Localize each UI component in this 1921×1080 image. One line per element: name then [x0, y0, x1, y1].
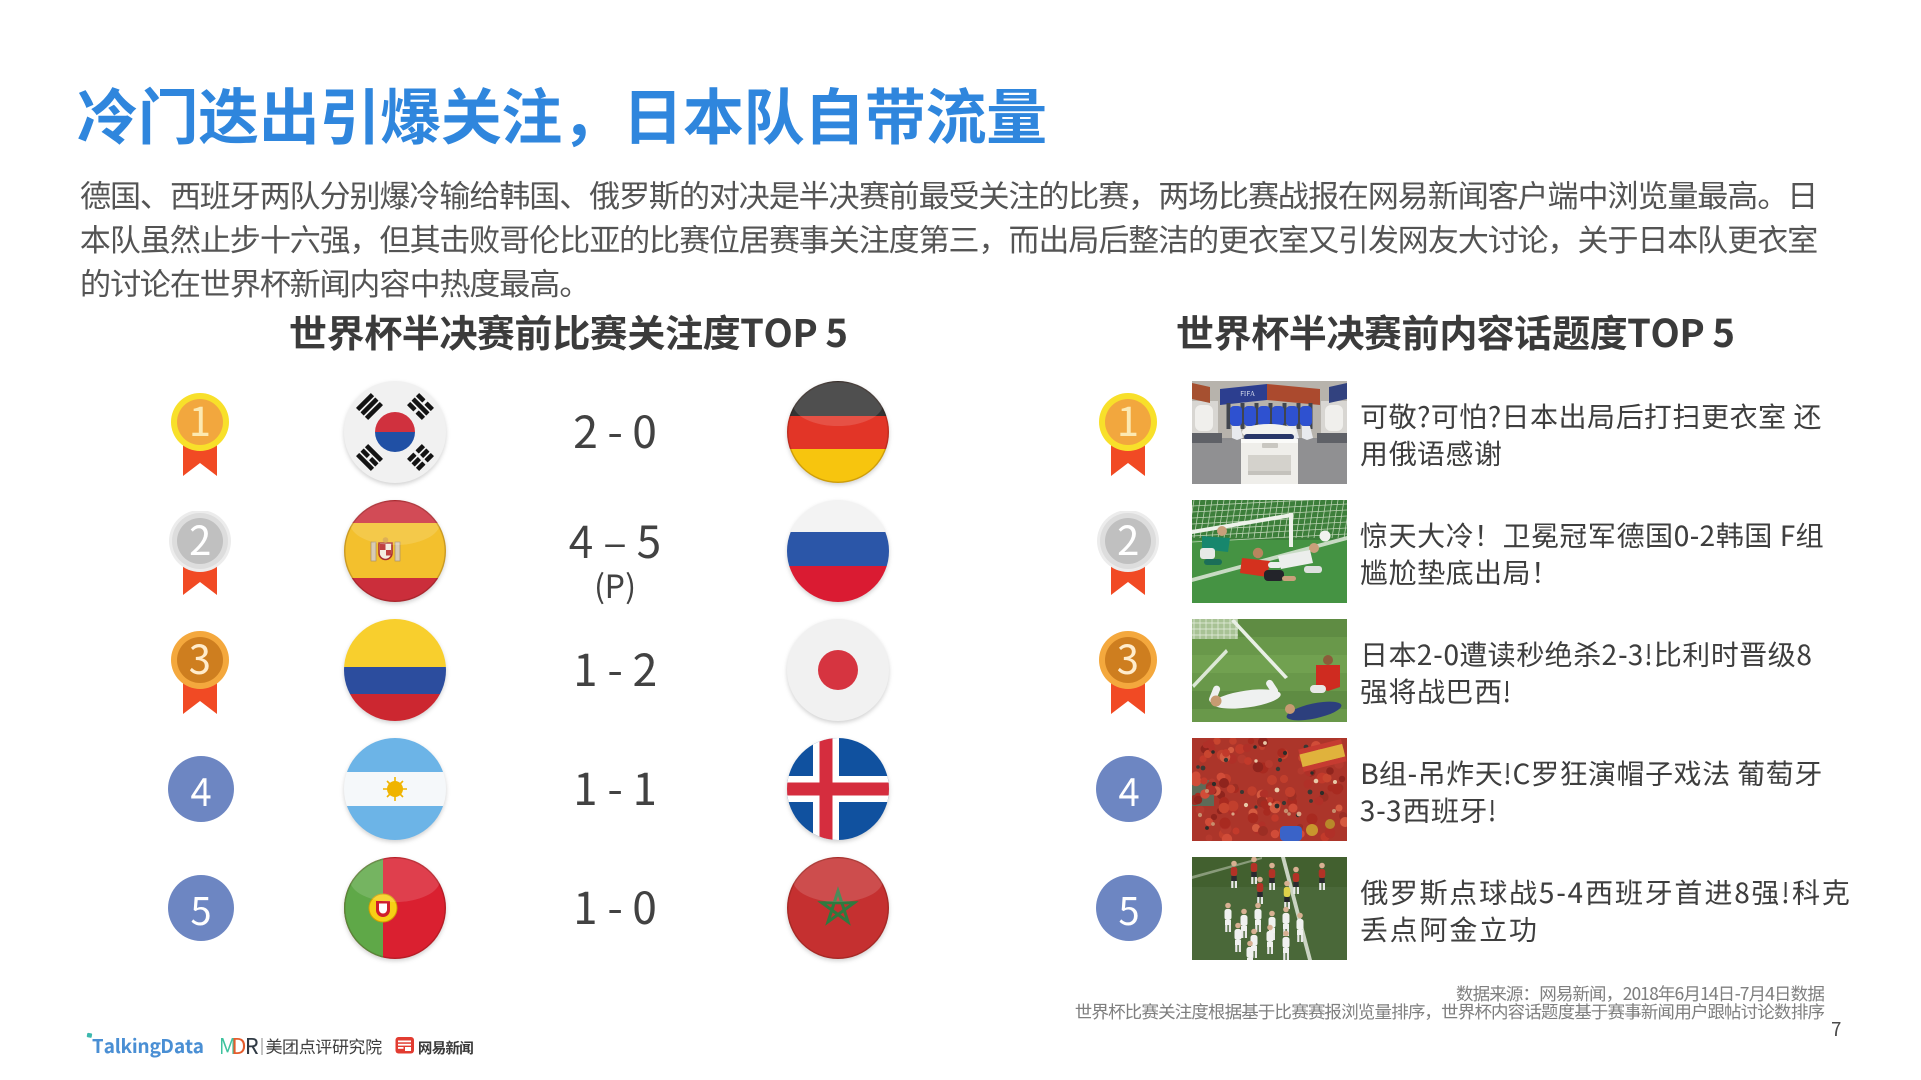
- svg-text:M: M: [219, 1033, 237, 1059]
- svg-text:1: 1: [189, 392, 211, 448]
- svg-text:3: 3: [189, 630, 211, 686]
- svg-text:FIFA: FIFA: [1240, 389, 1255, 399]
- svg-text:2: 2: [189, 511, 211, 567]
- svg-text:D: D: [232, 1033, 247, 1059]
- svg-text:TalkingData: TalkingData: [92, 1032, 204, 1058]
- svg-text:1: 1: [1117, 392, 1139, 448]
- svg-text:3: 3: [1117, 630, 1139, 686]
- svg-text:2: 2: [1117, 511, 1139, 567]
- svg-text:R: R: [245, 1033, 259, 1059]
